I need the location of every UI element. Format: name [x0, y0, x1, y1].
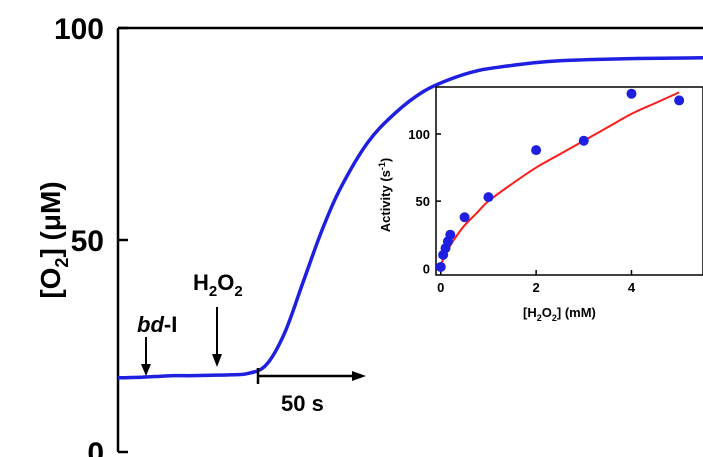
main-y-tick-label: 0 — [87, 437, 104, 457]
annotation-bd-I-label: bd-I — [137, 312, 177, 337]
main-y-ticks: 0 50 100 — [54, 13, 128, 457]
inset-y-tick-label: 0 — [423, 261, 430, 276]
inset-y-axis-label: Activity (s-1) — [377, 158, 393, 233]
main-y-tick-label: 50 — [71, 225, 104, 258]
inset-x-axis-label: [H2O2] (mM) — [523, 305, 596, 323]
inset-y-tick-label: 50 — [416, 194, 430, 209]
inset-x-tick-label: 4 — [628, 280, 636, 295]
annotation-bd-I: bd-I — [137, 312, 177, 376]
main-series-line — [117, 56, 703, 380]
annotation-h2o2: H2O2 — [193, 270, 243, 367]
scale-bar-label: 50 s — [281, 391, 324, 416]
inset-data-point — [435, 261, 446, 272]
time-scale-bar: 50 s — [256, 368, 366, 416]
inset-frame — [435, 86, 703, 276]
inset-data-point — [578, 135, 589, 146]
scale-bar-arrow-head — [352, 371, 366, 381]
inset-data-point — [531, 145, 542, 156]
inset-data-point — [483, 192, 494, 203]
main-plot: 0 50 100 [O2] (μM) bd-I H2O2 50 s — [35, 13, 703, 457]
inset-ticks: 0 2 4 0 50 100 — [408, 127, 636, 295]
annotation-bd-I-arrow-head — [141, 364, 151, 376]
inset-x-tick-label: 0 — [437, 280, 444, 295]
inset-x-tick-label: 2 — [533, 280, 540, 295]
annotation-h2o2-arrow-head — [212, 354, 222, 367]
inset-data-point — [674, 95, 685, 106]
inset-plot: 0 2 4 0 50 100 Activity (s-1) [H2O2] (mM) — [377, 86, 703, 323]
annotation-h2o2-label: H2O2 — [193, 270, 243, 300]
inset-data-point — [626, 88, 637, 99]
main-y-axis-label: [O2] (μM) — [35, 181, 72, 298]
inset-data-point — [445, 229, 456, 240]
inset-data-point — [459, 212, 470, 223]
main-y-tick-label: 100 — [54, 13, 104, 46]
inset-y-tick-label: 100 — [408, 127, 430, 142]
inset-data-points — [435, 88, 685, 272]
